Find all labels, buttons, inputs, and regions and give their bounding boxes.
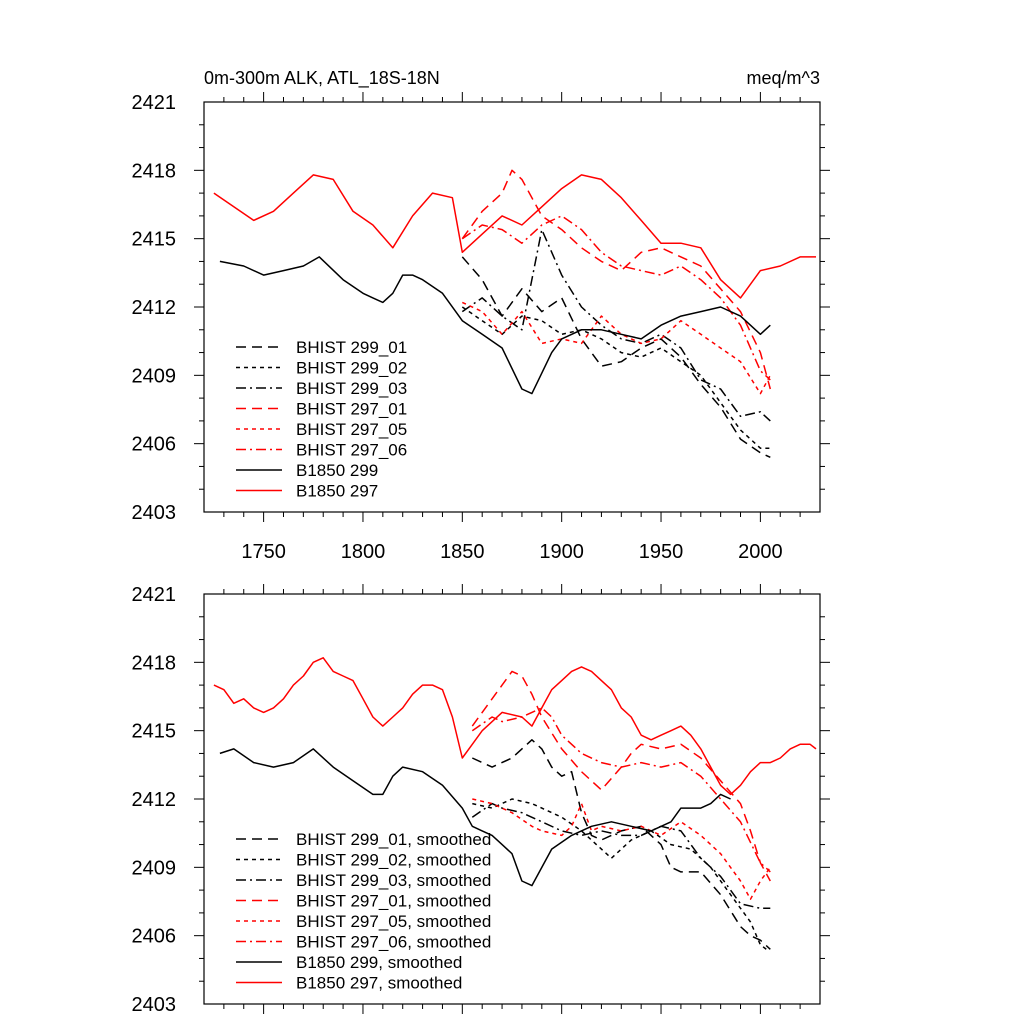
top-series-bhist-299-02 bbox=[461, 306, 771, 449]
top-legend-label: B1850 297 bbox=[296, 482, 378, 501]
bottom-panel: 2403 2406 2409 2412 2415 2418 2421 BHIST 299_01… bbox=[132, 584, 830, 1016]
bottom-legend-label: B1850 299, smoothed bbox=[296, 953, 462, 972]
top-series-group bbox=[213, 169, 816, 458]
bottom-y-tick-label: 2412 bbox=[132, 789, 177, 811]
bottom-legend-label: BHIST 297_06, smoothed bbox=[296, 933, 491, 952]
bottom-series-bhist-297-01-smoothed bbox=[471, 670, 771, 882]
top-series-b1850-299 bbox=[219, 256, 771, 395]
bottom-y-tick-label: 2406 bbox=[132, 926, 177, 948]
top-x-tick-label: 1950 bbox=[639, 541, 684, 563]
top-x-tick-label: 1750 bbox=[241, 541, 286, 563]
top-series-b1850-297 bbox=[213, 174, 816, 299]
top-y-tick-label: 2403 bbox=[132, 502, 177, 524]
bottom-legend-label: BHIST 299_03, smoothed bbox=[296, 871, 491, 890]
top-panel-units: meq/m^3 bbox=[747, 68, 820, 88]
top-x-tick-label: 1850 bbox=[440, 541, 485, 563]
bottom-legend-label: BHIST 299_02, smoothed bbox=[296, 851, 491, 870]
top-y-tick-label: 2406 bbox=[132, 434, 177, 456]
top-legend-label: BHIST 299_03 bbox=[296, 379, 407, 398]
bottom-y-tick-label: 2415 bbox=[132, 721, 177, 743]
bottom-legend-label: BHIST 297_01, smoothed bbox=[296, 892, 491, 911]
top-legend-label: BHIST 297_05 bbox=[296, 420, 407, 439]
top-legend-label: BHIST 299_01 bbox=[296, 338, 407, 357]
top-legend-label: BHIST 297_06 bbox=[296, 441, 407, 460]
top-panel: 0m-300m ALK, ATL_18S-18N meq/m^3 1750 180… bbox=[132, 68, 830, 563]
bottom-series-bhist-297-05-smoothed bbox=[472, 798, 771, 900]
top-x-tick-label: 1800 bbox=[341, 541, 386, 563]
bottom-series-bhist-297-06-smoothed bbox=[471, 707, 771, 873]
bottom-y-tick-label: 2409 bbox=[132, 857, 177, 879]
top-series-bhist-299-01 bbox=[461, 256, 771, 458]
bottom-legend-label: B1850 297, smoothed bbox=[296, 974, 462, 993]
top-series-bhist-297-01 bbox=[461, 169, 772, 390]
bottom-y-tick-label: 2418 bbox=[132, 652, 177, 674]
bottom-y-tick-label: 2421 bbox=[132, 584, 177, 606]
top-legend-label: B1850 299 bbox=[296, 461, 378, 480]
bottom-series-b1850-299-smoothed bbox=[219, 748, 731, 887]
top-series-bhist-297-06 bbox=[461, 215, 771, 381]
top-legend-label: BHIST 297_01 bbox=[296, 400, 407, 419]
bottom-legend-label: BHIST 297_05, smoothed bbox=[296, 912, 491, 931]
top-y-tick-label: 2409 bbox=[132, 365, 177, 387]
top-series-bhist-299-03 bbox=[461, 228, 771, 422]
top-y-tick-label: 2418 bbox=[132, 160, 177, 182]
top-panel-title: 0m-300m ALK, ATL_18S-18N bbox=[204, 68, 440, 89]
bottom-series-bhist-299-02-smoothed bbox=[472, 798, 767, 950]
bottom-series-bhist-299-03-smoothed bbox=[471, 802, 771, 910]
top-x-tick-label: 2000 bbox=[738, 541, 783, 563]
bottom-y-tick-label: 2403 bbox=[132, 994, 177, 1016]
top-series-bhist-297-05 bbox=[461, 301, 771, 395]
top-x-tick-label: 1900 bbox=[539, 541, 584, 563]
bottom-series-bhist-299-01-smoothed bbox=[471, 739, 771, 950]
bottom-legend-label: BHIST 299_01, smoothed bbox=[296, 830, 491, 849]
bottom-series-b1850-297-smoothed bbox=[213, 657, 817, 796]
bottom-series-group bbox=[213, 657, 817, 950]
top-y-tick-label: 2421 bbox=[132, 92, 177, 114]
top-y-tick-label: 2415 bbox=[132, 229, 177, 251]
top-y-tick-label: 2412 bbox=[132, 297, 177, 319]
top-legend-label: BHIST 299_02 bbox=[296, 359, 407, 378]
